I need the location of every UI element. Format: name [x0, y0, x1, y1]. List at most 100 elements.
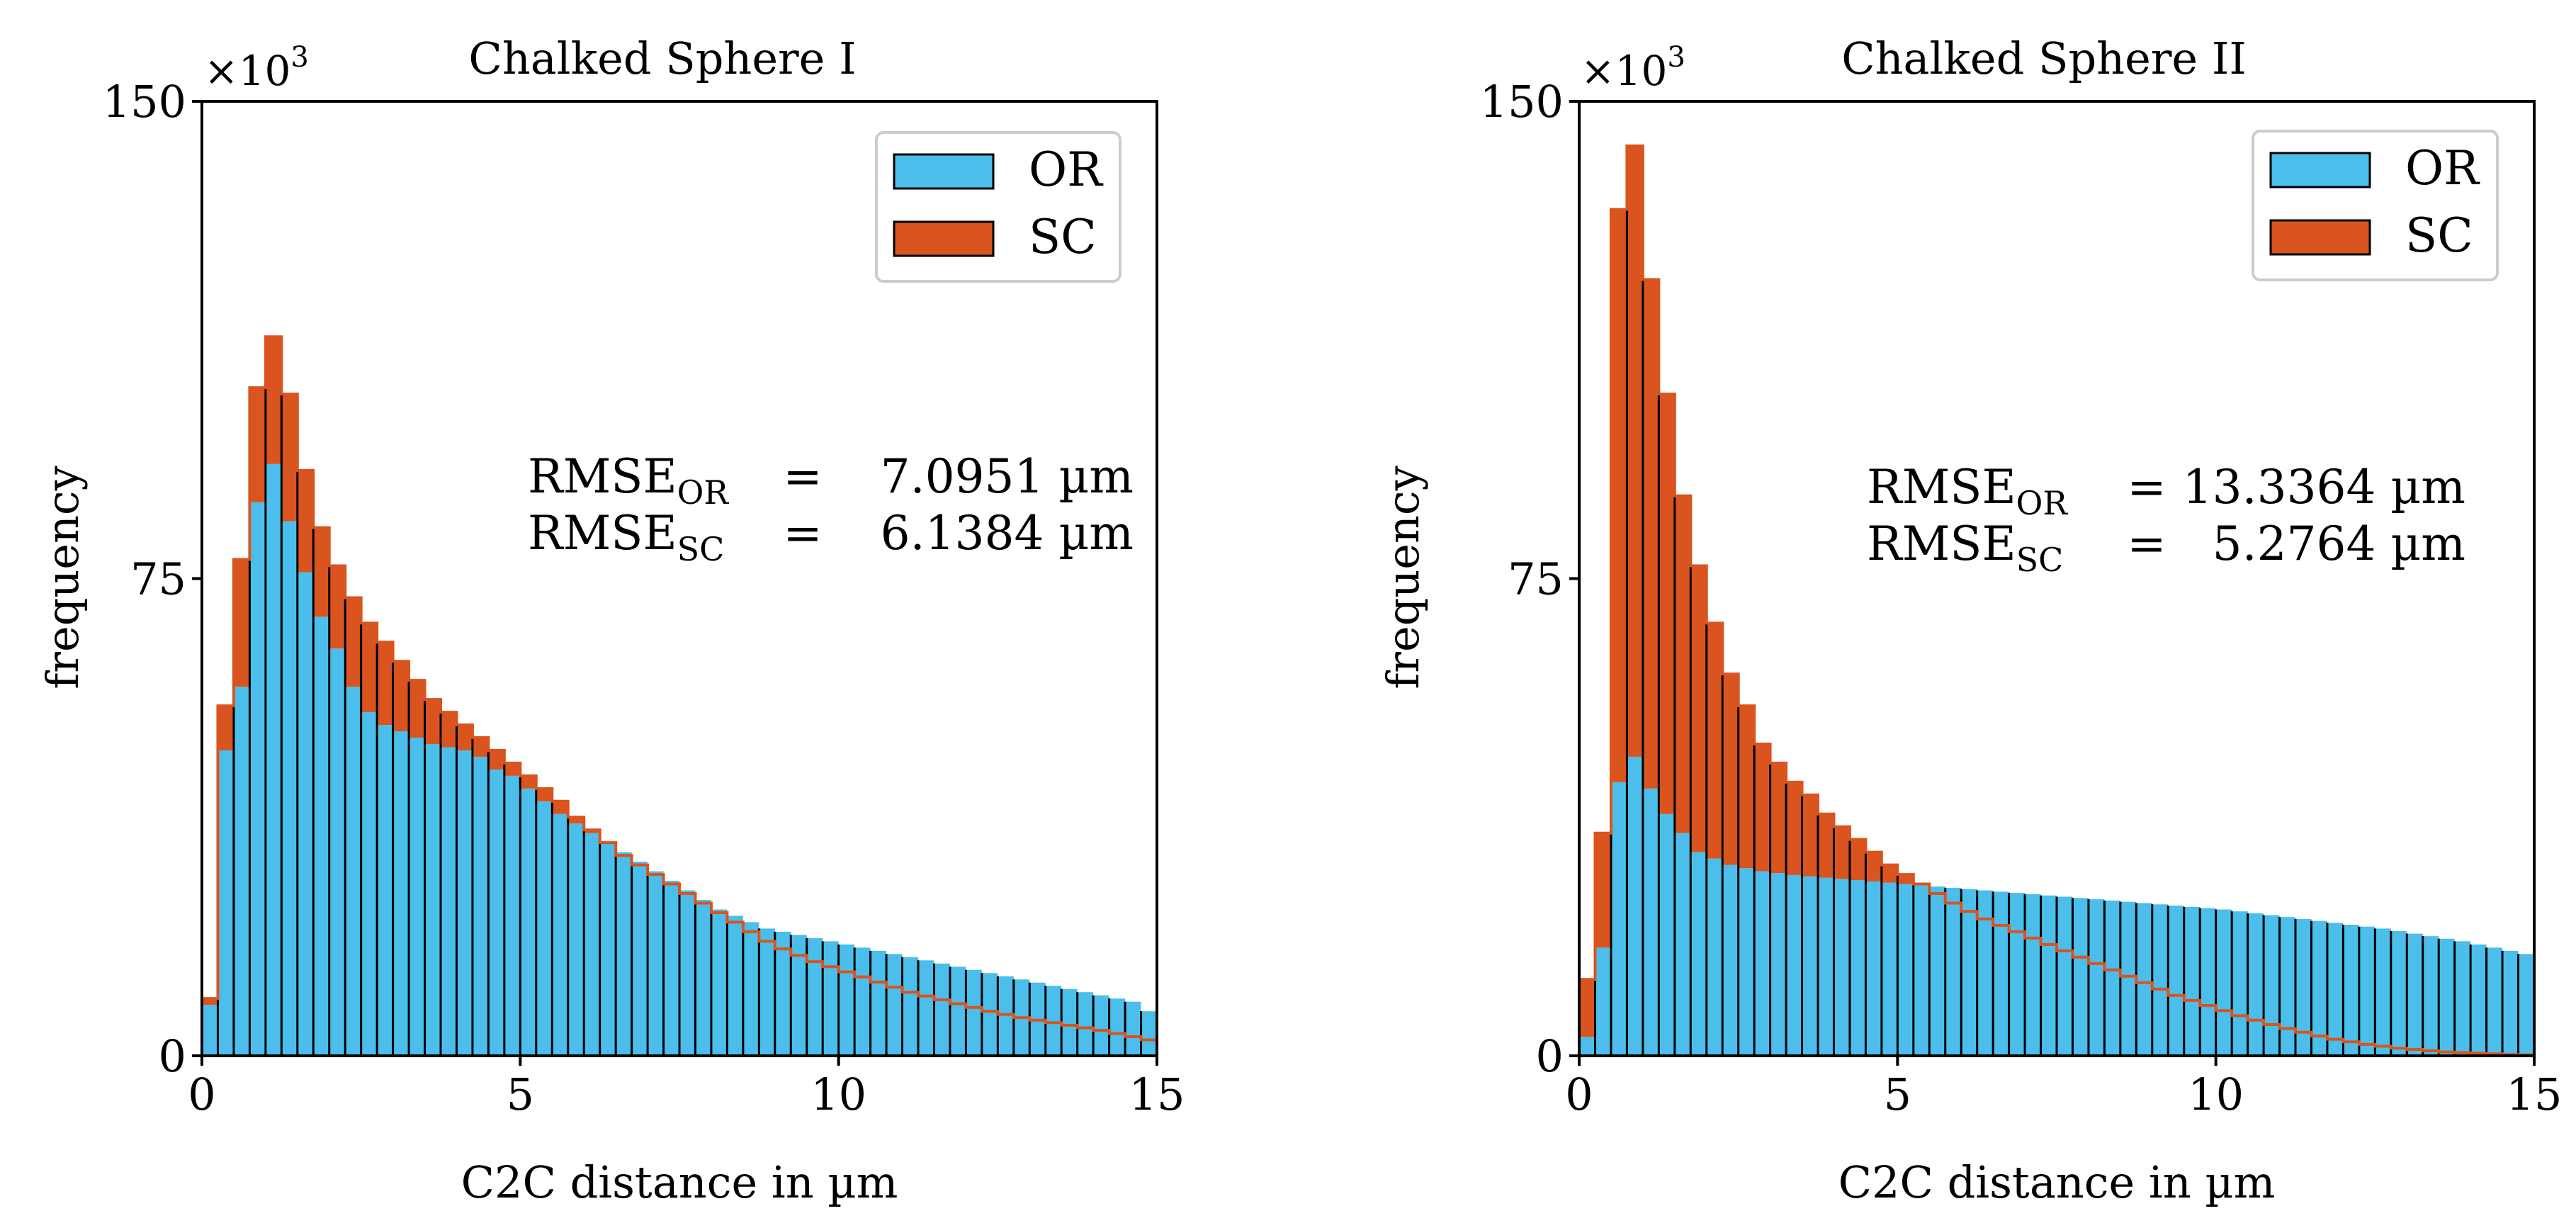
- bar-sc-excess: [1627, 145, 1643, 757]
- bar-or: [2358, 1044, 2376, 1056]
- bar-or: [2152, 988, 2169, 1056]
- bar-or: [2184, 1000, 2201, 1056]
- bar-sc-excess: [1642, 279, 1659, 789]
- bar-or: [1627, 756, 1643, 1056]
- bar-sc-excess: [552, 801, 568, 814]
- bar-sc-excess: [1595, 833, 1611, 948]
- bar-or: [823, 967, 839, 1056]
- bar-or-excess: [791, 935, 807, 956]
- bar-or: [695, 903, 711, 1056]
- x-tick-label: 0: [1565, 1069, 1593, 1120]
- bar-or: [838, 971, 855, 1056]
- bar-or-excess: [2247, 913, 2264, 1020]
- bar-or-excess: [2295, 918, 2312, 1032]
- bar-or-excess: [1993, 891, 2009, 925]
- bar-or-excess: [1125, 1001, 1141, 1037]
- rmse-or-value: 7.0951 µm: [881, 449, 1134, 504]
- bar-or: [1077, 1027, 1094, 1056]
- bar-or: [2136, 982, 2152, 1056]
- bar-or: [2009, 931, 2026, 1056]
- bar-or-excess: [2152, 904, 2169, 989]
- bar-sc-excess: [1674, 495, 1691, 833]
- bar-or: [886, 987, 903, 1056]
- bar-or-excess: [1929, 886, 1945, 894]
- bar-or: [456, 750, 473, 1056]
- rmse-sc-value: 6.1384 µm: [881, 506, 1134, 561]
- bar-or: [472, 756, 489, 1056]
- bar-sc-excess: [1659, 394, 1675, 814]
- y-tick-label: 0: [159, 1030, 186, 1082]
- bar-or-excess: [981, 973, 998, 1012]
- bar-or-excess: [2215, 909, 2232, 1011]
- bar-or: [1770, 873, 1787, 1056]
- bar-sc-excess: [313, 527, 329, 617]
- bar-or: [1109, 1033, 1126, 1056]
- bar-sc-excess: [297, 470, 314, 573]
- bar-or-excess: [648, 871, 664, 875]
- bar-or: [2057, 950, 2073, 1056]
- bar-or-excess: [2358, 926, 2376, 1044]
- bar-or: [2279, 1028, 2295, 1056]
- bar-or: [1674, 833, 1691, 1056]
- x-tick-label: 10: [2188, 1069, 2244, 1120]
- bar-or: [2311, 1036, 2327, 1056]
- bar-or-excess: [679, 890, 696, 894]
- bar-or-excess: [1141, 1011, 1157, 1040]
- bar-or-excess: [2136, 903, 2152, 983]
- rmse-or-equals: =: [783, 449, 822, 504]
- bar-sc-excess: [472, 738, 489, 757]
- legend-label-sc: SC: [1029, 210, 1097, 264]
- bar-or: [2407, 1049, 2423, 1056]
- bar-or-excess: [2422, 936, 2439, 1051]
- bar-sc-excess: [1690, 565, 1707, 852]
- bar-sc-excess: [1849, 839, 1866, 881]
- bar-or: [1818, 877, 1834, 1056]
- bar-sc-excess: [584, 830, 600, 833]
- bar-or: [1961, 911, 1977, 1056]
- bar-or: [249, 502, 266, 1056]
- y-multiplier: ×103: [204, 41, 309, 95]
- bar-or: [1642, 788, 1659, 1056]
- rmse-sc-label: RMSESC: [1867, 517, 2063, 579]
- svg-text:×103: ×103: [204, 41, 309, 95]
- bar-or-excess: [1061, 988, 1078, 1025]
- bar-or: [949, 1003, 966, 1056]
- bar-or-excess: [1093, 995, 1109, 1031]
- chart-panel-1: Chalked Sphere I ×103 0 75 150 0 5 10 15 C2C …: [37, 33, 1185, 1208]
- bar-or-excess: [2279, 917, 2295, 1029]
- bar-or: [727, 922, 743, 1056]
- bar-or-excess: [2104, 900, 2120, 970]
- bar-or: [918, 996, 934, 1056]
- bar-or-excess: [2343, 925, 2359, 1042]
- bar-sc-excess: [567, 817, 584, 824]
- bar-or: [2120, 976, 2137, 1056]
- rmse-or-equals: =: [2127, 460, 2166, 514]
- bar-or: [1993, 925, 2009, 1056]
- bar-or: [1045, 1023, 1062, 1056]
- bar-or-excess: [631, 862, 648, 865]
- legend-swatch-sc: [893, 220, 995, 257]
- bar-or-excess: [2454, 941, 2471, 1053]
- bar-or: [711, 912, 728, 1056]
- bar-or: [2200, 1006, 2216, 1056]
- y-tick-label: 75: [130, 553, 186, 605]
- legend-label-or: OR: [1029, 142, 1104, 197]
- bar-or: [441, 747, 457, 1056]
- bar-sc-excess: [377, 642, 393, 726]
- bar-or: [409, 738, 425, 1056]
- legend-swatch-or: [893, 153, 995, 190]
- y-tick-label: 150: [1480, 76, 1564, 128]
- bar-or: [2422, 1050, 2439, 1056]
- bar-or-excess: [1961, 889, 1977, 912]
- bar-or: [567, 823, 584, 1056]
- rmse-or-label: RMSEOR: [528, 449, 729, 512]
- x-axis-label: C2C distance in µm: [461, 1156, 898, 1208]
- bar-or: [2025, 937, 2041, 1056]
- bar-or-excess: [949, 967, 966, 1004]
- bar-or: [2215, 1010, 2232, 1056]
- x-tick-label: 10: [810, 1069, 866, 1120]
- bar-sc-excess: [424, 699, 441, 744]
- bar-or: [1802, 876, 1818, 1056]
- bar-or: [1897, 884, 1914, 1056]
- bar-or-excess: [759, 928, 775, 942]
